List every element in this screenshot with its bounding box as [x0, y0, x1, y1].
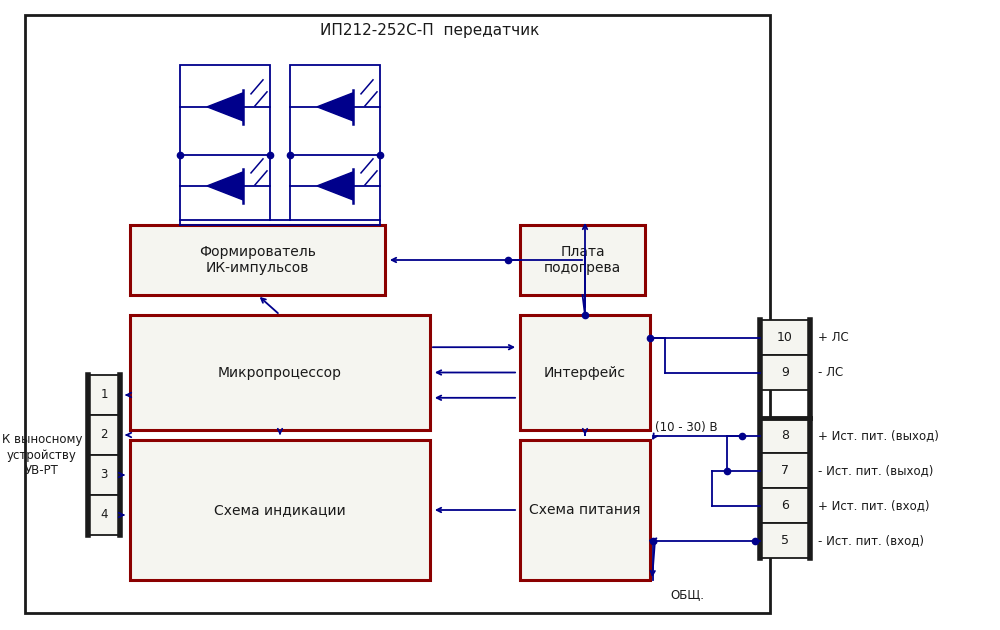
Bar	[88, 375, 120, 415]
Text: (10 - 30) В: (10 - 30) В	[655, 421, 718, 435]
Text: Интерфейс: Интерфейс	[544, 365, 626, 379]
Bar	[760, 523, 810, 558]
Polygon shape	[207, 93, 243, 121]
Text: 2: 2	[100, 428, 108, 442]
Text: 7: 7	[781, 464, 789, 477]
Bar	[760, 355, 810, 390]
Text: ОБЩ.: ОБЩ.	[670, 588, 704, 602]
Text: - ЛС: - ЛС	[818, 366, 843, 379]
Text: 9: 9	[781, 366, 789, 379]
Bar	[520, 440, 650, 580]
Bar	[88, 415, 120, 455]
Text: Микропроцессор: Микропроцессор	[218, 365, 342, 379]
Bar	[130, 315, 430, 430]
Bar	[760, 488, 810, 523]
Text: + Ист. пит. (вход): + Ист. пит. (вход)	[818, 499, 930, 512]
Text: - Ист. пит. (выход): - Ист. пит. (выход)	[818, 464, 933, 477]
Text: 8: 8	[781, 429, 789, 442]
Bar	[760, 453, 810, 488]
Bar	[180, 65, 270, 220]
Text: К выносному
устройству
УВ-РТ: К выносному устройству УВ-РТ	[2, 433, 82, 476]
Bar	[290, 65, 380, 220]
Text: Формирователь
ИК-импульсов: Формирователь ИК-импульсов	[199, 245, 316, 275]
Text: 5: 5	[781, 534, 789, 547]
Text: ИП212-252С-П  передатчик: ИП212-252С-П передатчик	[320, 23, 540, 38]
Text: Плата
подогрева: Плата подогрева	[544, 245, 621, 275]
Bar	[88, 495, 120, 535]
Text: Схема питания: Схема питания	[529, 503, 641, 517]
Polygon shape	[317, 172, 353, 200]
Text: Схема индикации: Схема индикации	[214, 503, 346, 517]
Text: 3: 3	[100, 469, 108, 481]
Text: + ЛС: + ЛС	[818, 331, 849, 344]
Bar	[760, 418, 810, 453]
Polygon shape	[317, 93, 353, 121]
Bar	[520, 225, 645, 295]
Text: - Ист. пит. (вход): - Ист. пит. (вход)	[818, 534, 924, 547]
Bar	[130, 440, 430, 580]
Text: 4: 4	[100, 508, 108, 522]
Text: 1: 1	[100, 389, 108, 401]
Bar	[130, 225, 385, 295]
Polygon shape	[207, 172, 243, 200]
Text: + Ист. пит. (выход): + Ист. пит. (выход)	[818, 429, 939, 442]
Text: 6: 6	[781, 499, 789, 512]
Bar	[760, 320, 810, 355]
Bar	[88, 455, 120, 495]
Bar	[520, 315, 650, 430]
Text: 10: 10	[777, 331, 793, 344]
Bar	[25, 15, 770, 613]
